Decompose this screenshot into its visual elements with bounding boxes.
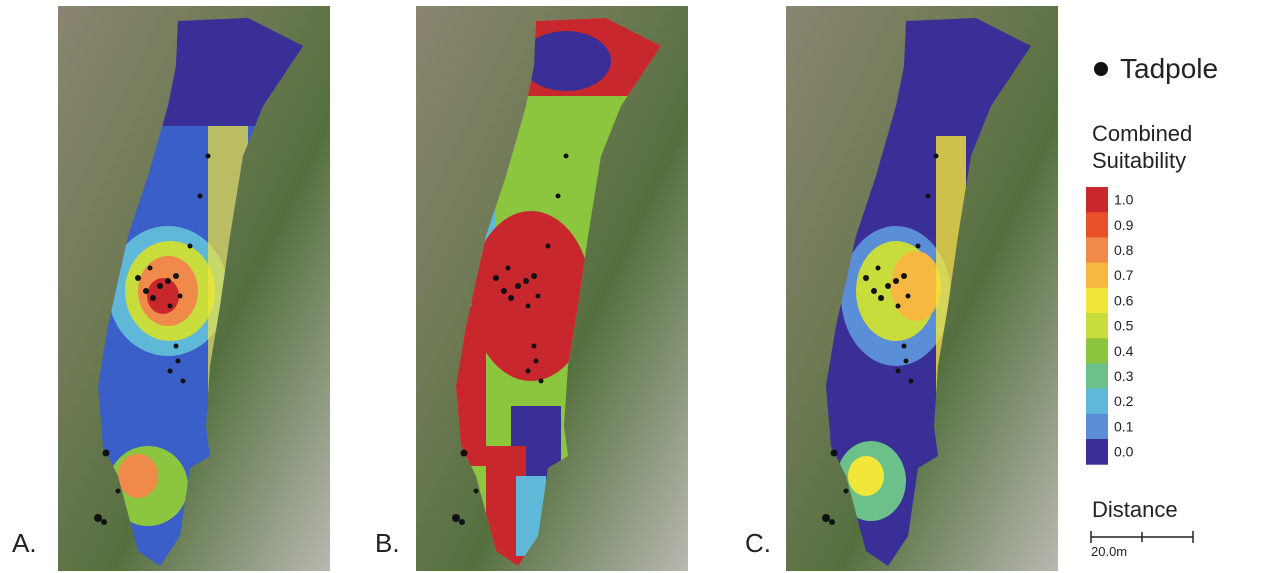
map-panel [416, 6, 688, 571]
map-panel [58, 6, 330, 571]
scale-title: Distance [1092, 497, 1178, 522]
panel-label: C. [745, 528, 771, 559]
color-swatch [1086, 187, 1108, 213]
color-swatch [1086, 389, 1108, 415]
panel-label: B. [375, 528, 400, 559]
color-swatch [1086, 288, 1108, 314]
colorbar-label: 0.6 [1114, 292, 1134, 308]
color-swatch [1086, 338, 1108, 364]
color-swatch [1086, 313, 1108, 339]
colorbar-label: 0.3 [1114, 368, 1134, 384]
page: {"panels": [{"label": "A."}, {"label": "… [0, 0, 1263, 573]
colorbar-label: 0.7 [1114, 267, 1134, 283]
colorbar-label: 1.0 [1114, 192, 1134, 208]
map-panel [786, 6, 1058, 571]
colorbar-label: 0.8 [1114, 242, 1134, 258]
figure: Tadpole 1.0 0.9 0.8 0.7 0.6 0.5 0.4 0.3 0.2 0.1 0.… [0, 0, 1263, 573]
colorbar-label: 0.4 [1114, 343, 1134, 359]
color-swatch [1086, 414, 1108, 440]
color-swatch [1086, 263, 1108, 289]
colorbar-label: 0.5 [1114, 318, 1134, 334]
panel-label: A. [12, 528, 37, 559]
color-swatch [1086, 212, 1108, 238]
color-swatch [1086, 363, 1108, 389]
colorbar-label: 0.2 [1114, 393, 1134, 409]
scale-bar [1091, 531, 1193, 543]
color-swatch [1086, 439, 1108, 465]
tadpole-marker [1094, 62, 1108, 76]
scale-label: 20.0m [1091, 544, 1127, 559]
legend-label: Tadpole [1120, 53, 1218, 84]
color-swatch [1086, 237, 1108, 263]
colorbar-label: 0.9 [1114, 217, 1134, 233]
colorbar: 1.0 0.9 0.8 0.7 0.6 0.5 0.4 0.3 0.2 0.1 0.0 [1086, 187, 1134, 465]
colorbar-label: 0.1 [1114, 418, 1134, 434]
colorbar-label: 0.0 [1114, 444, 1134, 460]
legend-title: Combined Suitability [1092, 120, 1217, 174]
